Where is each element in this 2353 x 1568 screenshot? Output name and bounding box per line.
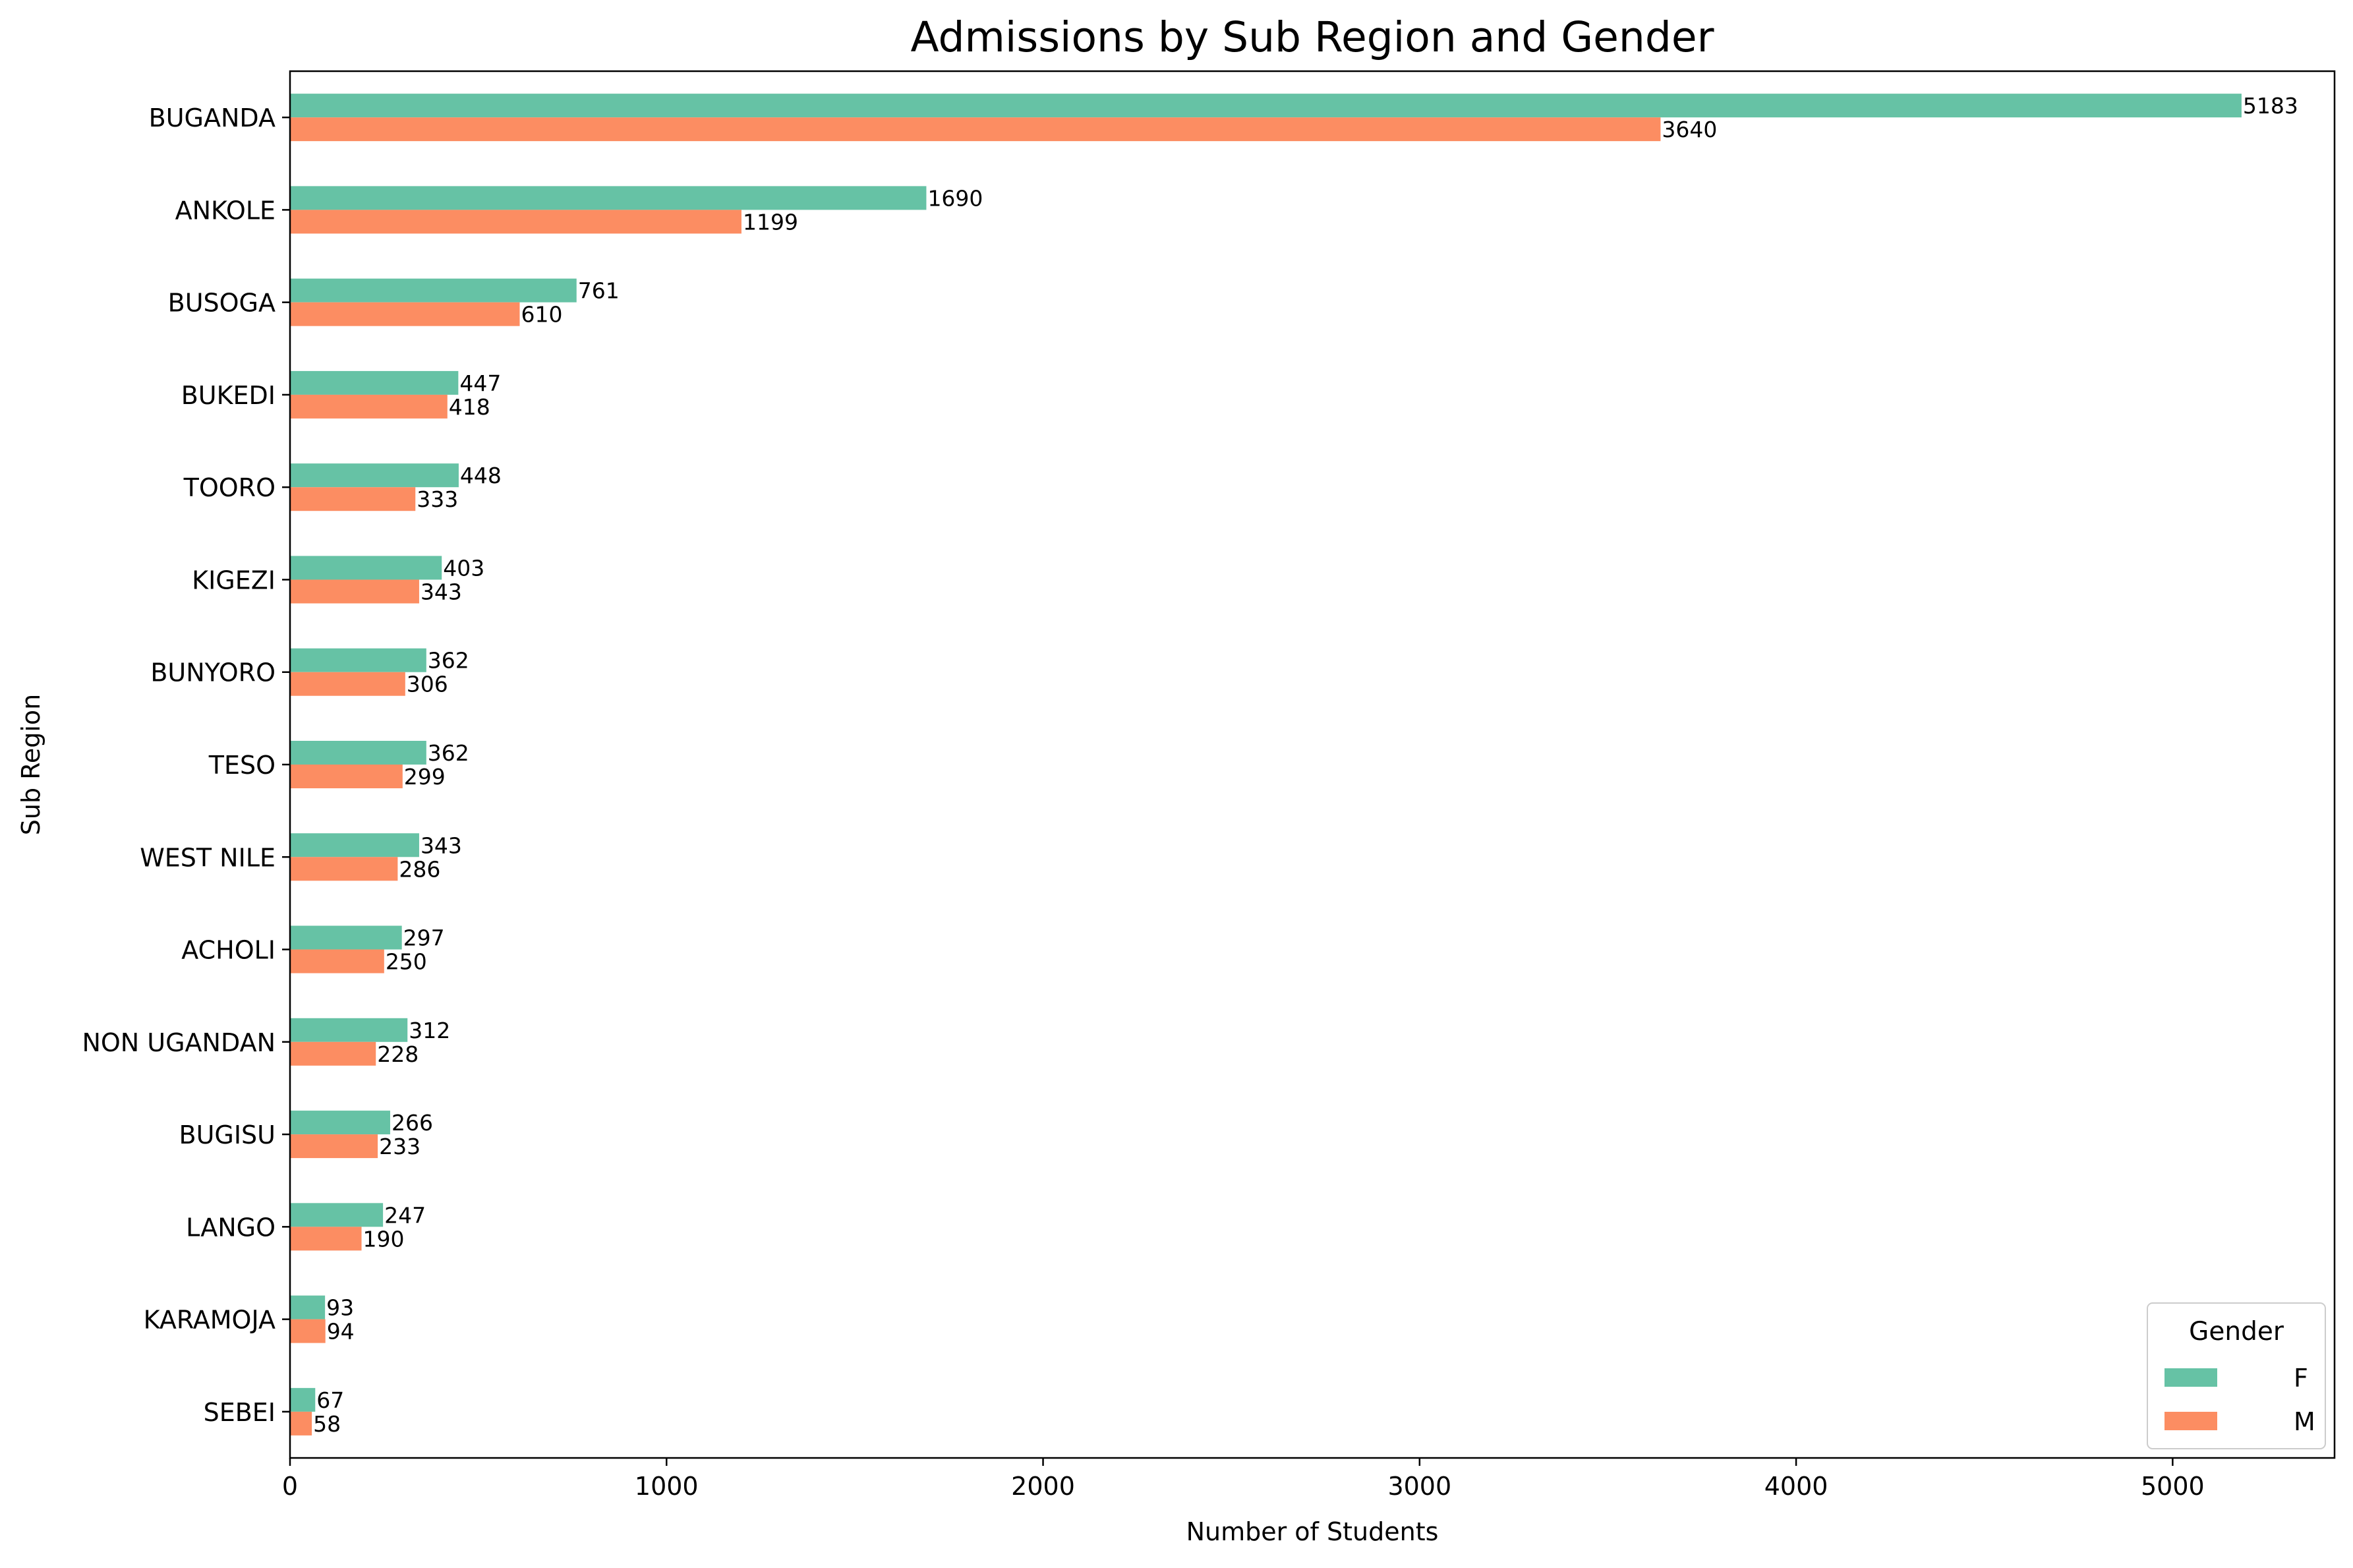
bar-value-label-bukedi-m: 418 <box>449 394 490 420</box>
bar-value-label-lango-m: 190 <box>363 1226 405 1252</box>
bar-bukedi-f <box>290 370 459 395</box>
bar-sebei-f <box>290 1387 316 1412</box>
bar-value-label-busoga-m: 610 <box>521 302 562 328</box>
y-tick-label-buganda: BUGANDA <box>149 103 276 132</box>
bar-value-label-non-ugandan-f: 312 <box>409 1018 450 1043</box>
bar-value-label-busoga-f: 761 <box>578 278 620 304</box>
y-tick-label-ankole: ANKOLE <box>175 196 276 225</box>
y-tick-label-bukedi: BUKEDI <box>181 381 276 410</box>
y-tick-label-bunyoro: BUNYORO <box>150 658 276 687</box>
bar-value-label-kigezi-m: 343 <box>421 579 462 604</box>
bar-karamoja-m <box>290 1319 326 1343</box>
bar-value-label-teso-f: 362 <box>428 740 469 766</box>
bar-value-label-bugisu-f: 266 <box>392 1110 433 1136</box>
bar-karamoja-f <box>290 1295 326 1320</box>
bars-group <box>290 94 2242 1436</box>
bar-value-label-buganda-f: 5183 <box>2243 93 2298 119</box>
bar-value-label-teso-m: 299 <box>404 764 446 790</box>
x-axis-ticks: 0 1000 2000 3000 4000 5000 <box>282 1458 2205 1501</box>
bar-teso-m <box>290 765 403 788</box>
bar-teso-f <box>290 741 426 765</box>
bar-value-label-karamoja-m: 94 <box>327 1319 355 1345</box>
bar-ankole-m <box>290 210 741 234</box>
bar-value-label-bukedi-f: 447 <box>459 370 501 396</box>
bar-bunyoro-f <box>290 648 426 672</box>
bar-value-label-sebei-m: 58 <box>313 1411 341 1437</box>
bar-value-label-buganda-m: 3640 <box>1662 117 1717 142</box>
bar-value-label-bugisu-m: 233 <box>379 1134 421 1159</box>
bar-value-label-tooro-f: 448 <box>460 463 502 488</box>
y-tick-label-tooro: TOORO <box>183 473 276 502</box>
y-tick-label-teso: TESO <box>208 751 276 780</box>
y-tick-label-busoga: BUSOGA <box>168 289 276 318</box>
y-axis-label: Sub Region <box>16 694 45 836</box>
bar-tooro-m <box>290 487 416 511</box>
chart-title: Admissions by Sub Region and Gender <box>911 13 1714 61</box>
bar-acholi-m <box>290 949 384 973</box>
y-tick-label-sebei: SEBEI <box>204 1398 276 1427</box>
x-axis-label: Number of Students <box>1186 1517 1439 1546</box>
legend-swatch-f <box>2164 1368 2217 1387</box>
bar-value-label-tooro-m: 333 <box>417 486 458 512</box>
bar-kigezi-f <box>290 556 442 580</box>
bar-bunyoro-m <box>290 672 405 696</box>
y-tick-label-non-ugandan: NON UGANDAN <box>82 1028 276 1057</box>
bar-west-nile-f <box>290 833 419 857</box>
bar-lango-m <box>290 1227 362 1251</box>
y-axis-ticks: BUGANDA ANKOLE BUSOGA BUKEDI TOORO KIGEZI BUNY… <box>82 103 290 1427</box>
legend-title: Gender <box>2189 1317 2284 1347</box>
bar-tooro-f <box>290 463 459 488</box>
bar-non-ugandan-f <box>290 1018 408 1042</box>
x-tick-label-5000: 5000 <box>2141 1472 2205 1501</box>
bar-kigezi-m <box>290 579 419 604</box>
x-tick-label-3000: 3000 <box>1387 1472 1451 1501</box>
bar-acholi-f <box>290 925 402 950</box>
bar-value-label-sebei-f: 67 <box>316 1387 344 1413</box>
plot-frame <box>289 70 2336 1459</box>
bar-buganda-f <box>290 94 2242 118</box>
bar-buganda-m <box>290 117 1661 142</box>
bar-bugisu-f <box>290 1111 390 1135</box>
bar-value-label-karamoja-f: 93 <box>326 1295 354 1321</box>
y-tick-label-west-nile: WEST NILE <box>140 843 276 872</box>
bar-value-label-bunyoro-f: 362 <box>428 648 469 674</box>
bar-value-label-non-ugandan-m: 228 <box>377 1041 419 1067</box>
bar-value-label-ankole-m: 1199 <box>743 209 798 235</box>
bar-lango-f <box>290 1203 384 1227</box>
y-tick-label-kigezi: KIGEZI <box>192 566 276 595</box>
bar-value-label-west-nile-m: 286 <box>399 856 440 882</box>
legend: Gender F M <box>2147 1302 2326 1449</box>
bar-west-nile-m <box>290 857 398 881</box>
bar-busoga-f <box>290 278 577 303</box>
x-tick-label-2000: 2000 <box>1011 1472 1075 1501</box>
bar-value-label-kigezi-f: 403 <box>443 555 484 581</box>
bar-non-ugandan-m <box>290 1041 376 1066</box>
y-tick-label-karamoja: KARAMOJA <box>144 1306 276 1335</box>
bar-bugisu-m <box>290 1134 378 1159</box>
bar-value-label-west-nile-f: 343 <box>421 832 462 858</box>
x-tick-label-0: 0 <box>282 1472 298 1501</box>
bar-busoga-m <box>290 302 520 326</box>
x-tick-label-1000: 1000 <box>635 1472 699 1501</box>
x-tick-label-4000: 4000 <box>1764 1472 1828 1501</box>
bar-value-label-acholi-m: 250 <box>386 949 427 975</box>
legend-label-m: M <box>2294 1407 2315 1436</box>
bar-value-label-lango-f: 247 <box>384 1202 426 1228</box>
bar-value-label-ankole-f: 1690 <box>927 185 983 211</box>
legend-swatch-m <box>2164 1412 2217 1430</box>
y-tick-label-lango: LANGO <box>186 1213 276 1242</box>
bar-ankole-f <box>290 186 927 210</box>
bar-value-label-bunyoro-m: 306 <box>407 672 448 697</box>
bar-bukedi-m <box>290 394 448 419</box>
bar-value-label-acholi-f: 297 <box>403 925 445 951</box>
y-tick-label-bugisu: BUGISU <box>179 1120 276 1149</box>
bar-sebei-m <box>290 1411 312 1436</box>
legend-label-f: F <box>2294 1364 2308 1393</box>
bar-labels-group: 5183364016901199761610447418448333403343… <box>313 93 2298 1437</box>
y-tick-label-acholi: ACHOLI <box>181 936 276 965</box>
